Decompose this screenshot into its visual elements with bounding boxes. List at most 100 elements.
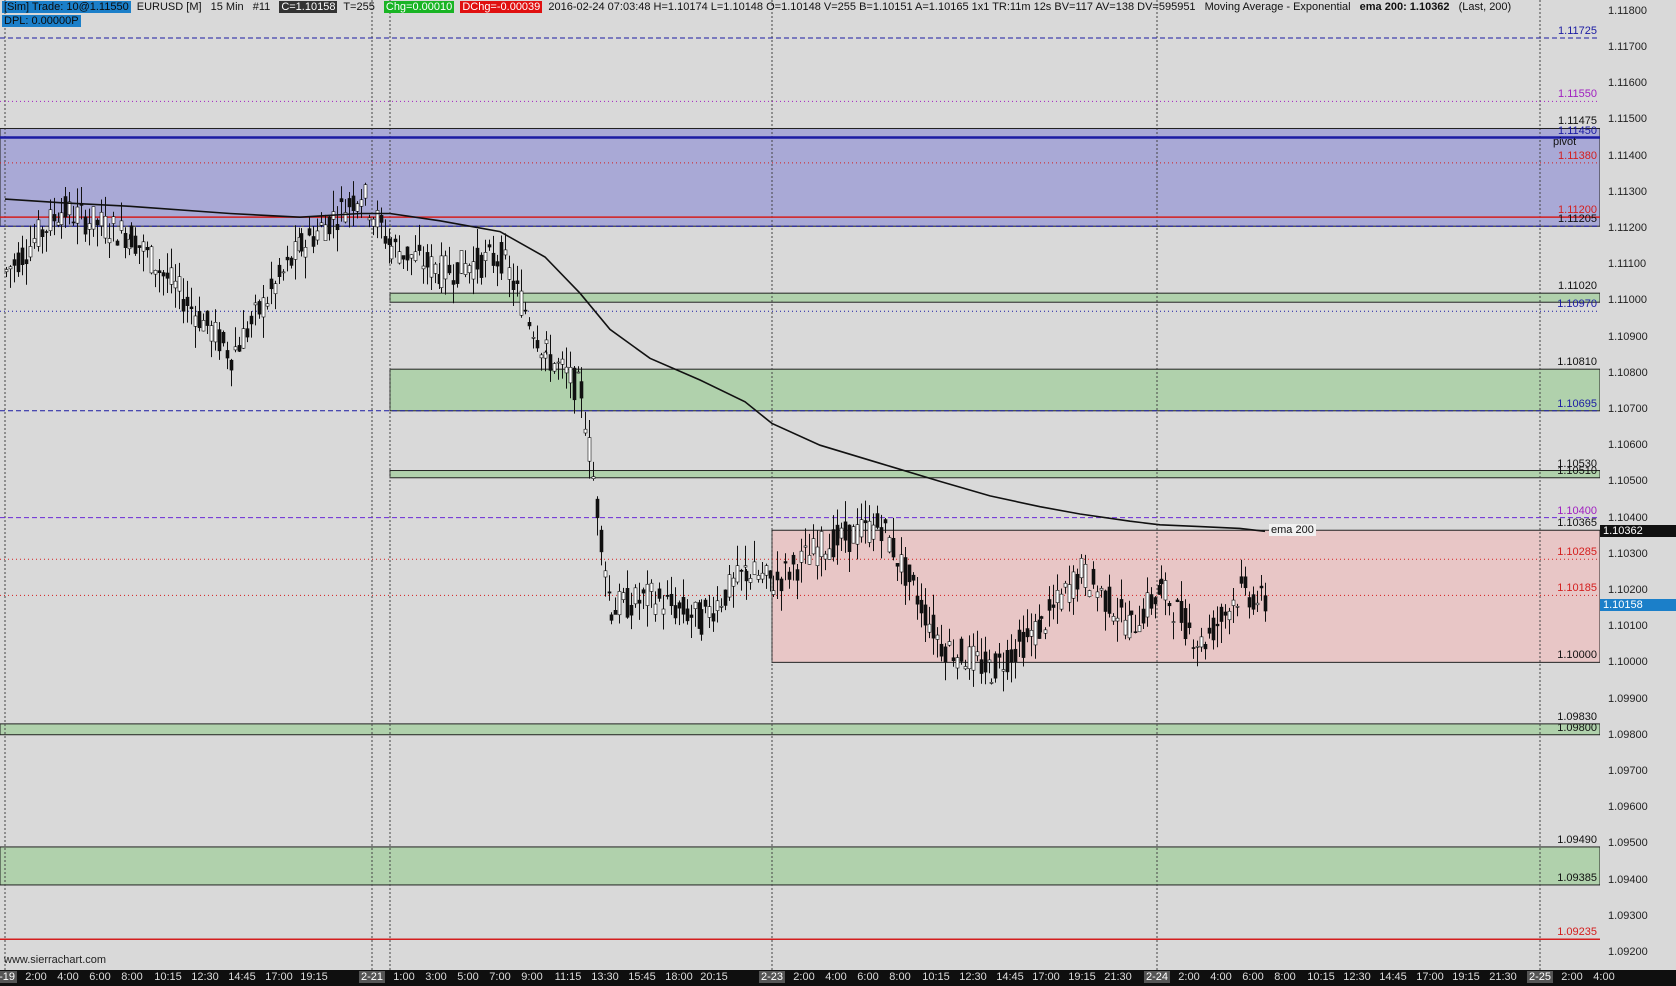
close-tag: C=1.10158 [279, 1, 338, 13]
candle-body [811, 538, 816, 555]
candle-body [87, 223, 92, 230]
candle-body [443, 255, 448, 280]
candle-body [544, 339, 549, 344]
candle-body [103, 215, 108, 239]
time-axis-date-label: 2-23 [758, 971, 786, 983]
level-price-label: 1.11205 [1558, 213, 1597, 226]
candle-body [1033, 621, 1038, 646]
symbol-label: EURUSD [M] [136, 1, 202, 13]
level-price-label: 1.09490 [1557, 833, 1597, 846]
price-scale-tick: 1.09900 [1608, 692, 1648, 705]
candle-body [621, 592, 626, 600]
candle-body [285, 256, 290, 261]
candle-body [44, 231, 49, 233]
time-axis-date-label: 2-24 [1143, 971, 1171, 983]
time-axis[interactable]: 2-19 2:00 4:00 6:00 8:00 10:15 12:30 14:45 17:00… [0, 970, 1676, 986]
candle-body [1149, 594, 1154, 609]
candle-body [907, 564, 912, 583]
candle-body [421, 265, 426, 270]
time-axis-label: 3:00 [425, 971, 447, 983]
candle-body [447, 264, 452, 274]
candle-body [137, 245, 142, 248]
candle-body [1013, 648, 1018, 662]
price-chart[interactable] [0, 0, 1600, 970]
candle-body [393, 238, 398, 243]
candle-body [703, 599, 708, 607]
candle-body [775, 571, 780, 581]
ema-price-badge: 1.10362 [1600, 525, 1676, 538]
candle-body [548, 354, 553, 371]
price-scale-tick: 1.10100 [1608, 620, 1648, 633]
candle-body [4, 269, 9, 273]
time-axis-label: 12:30 [959, 971, 987, 983]
candle-body [1009, 649, 1014, 663]
candle-body [748, 578, 753, 583]
candle-body [405, 246, 410, 261]
candle-body [16, 252, 21, 273]
candle-body [28, 246, 33, 258]
candle-body [67, 201, 72, 216]
level-price-label: 1.10400 [1557, 504, 1597, 517]
candle-body [935, 634, 940, 640]
candle-body [63, 196, 68, 218]
candle-body [417, 244, 422, 251]
time-axis-label: 4:00 [1210, 971, 1232, 983]
candle-body [863, 520, 868, 524]
account-tag[interactable]: [Sim] Trade: 10@1.11550 [2, 1, 131, 13]
time-axis-label: 9:00 [521, 971, 543, 983]
candle-body [281, 271, 286, 274]
candle-body [1137, 625, 1142, 633]
study-value: ema 200: 1.10362 [1359, 1, 1450, 13]
candle-body [467, 265, 472, 274]
candle-body [823, 553, 828, 560]
candle-body [471, 261, 476, 280]
time-axis-label: 2:00 [1561, 971, 1583, 983]
price-scale[interactable]: 1.11800 1.11700 1.11600 1.11500 1.11400 1.113… [1600, 0, 1676, 970]
candle-body [735, 565, 740, 583]
header-row: [Sim] Trade: 10@1.11550 EURUSD [M] 15 Mi… [2, 1, 1517, 13]
candle-body [572, 367, 577, 401]
candle-body [429, 256, 434, 278]
candle-body [963, 666, 968, 670]
candle-body [1025, 628, 1030, 638]
candle-body [293, 241, 298, 260]
candle-body [641, 589, 646, 594]
demand-zone [389, 470, 1600, 479]
trades-label: T=255 [343, 1, 375, 13]
time-axis-label: 18:00 [665, 971, 693, 983]
candle-body [879, 527, 884, 542]
candle-body [764, 565, 769, 576]
candle-body [1133, 631, 1138, 634]
time-axis-label: 2:00 [793, 971, 815, 983]
candle-body [1043, 629, 1048, 634]
watermark: www.sierrachart.com [4, 954, 107, 966]
candle-body [955, 657, 960, 669]
candle-body [487, 244, 492, 248]
level-price-label: 1.11380 [1558, 149, 1597, 162]
candle-body [1231, 599, 1236, 606]
candle-body [359, 199, 364, 207]
candle-body [217, 329, 222, 352]
price-scale-tick: 1.10600 [1608, 439, 1648, 452]
level-price-label: 1.10695 [1557, 397, 1597, 410]
candle-body [752, 561, 757, 575]
level-price-label: 1.09235 [1557, 926, 1597, 939]
candle-body [625, 588, 630, 618]
time-axis-label: 10:15 [922, 971, 950, 983]
candle-body [389, 245, 394, 260]
candle-body [1163, 580, 1168, 601]
candle-body [1157, 585, 1162, 595]
candle-body [1179, 600, 1184, 623]
candle-body [455, 262, 460, 284]
candle-body [20, 247, 25, 265]
candle-body [133, 235, 138, 254]
candle-body [111, 216, 116, 224]
price-scale-tick: 1.09400 [1608, 873, 1648, 886]
candle-body [451, 280, 456, 285]
candle-body [1183, 608, 1188, 640]
price-scale-tick: 1.10200 [1608, 583, 1648, 596]
time-axis-label: 8:00 [121, 971, 143, 983]
candle-body [277, 264, 282, 277]
candle-body [141, 241, 146, 252]
candle-body [997, 653, 1002, 658]
